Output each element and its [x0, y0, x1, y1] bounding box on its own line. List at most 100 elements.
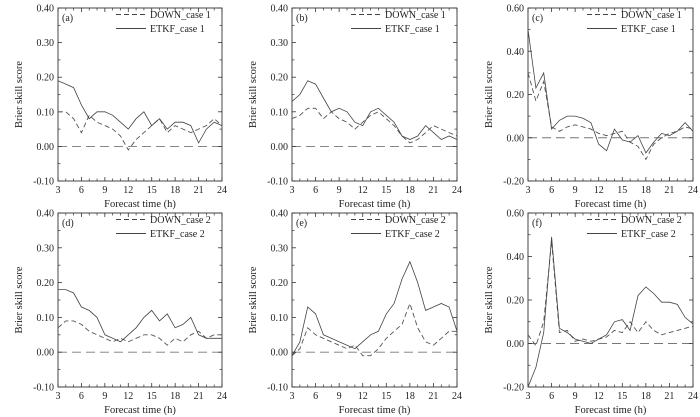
x-tick-label: 24 — [688, 391, 698, 402]
x-tick-label: 15 — [381, 391, 391, 402]
x-axis-label: Forecast time (h) — [575, 199, 647, 210]
y-tick-label: 0.40 — [271, 209, 289, 220]
y-tick-label: 0.40 — [271, 4, 289, 15]
y-tick-label: 0.20 — [507, 90, 525, 101]
panel-label: (b) — [296, 13, 308, 24]
series-line-2 — [527, 29, 694, 154]
x-tick-label: 3 — [290, 185, 295, 196]
x-tick-label: 12 — [594, 391, 604, 402]
x-axis-label: Forecast time (h) — [339, 199, 411, 210]
x-axis-label: Forecast time (h) — [104, 199, 176, 210]
y-tick-label: 0.00 — [507, 339, 525, 350]
x-axis-label: Forecast time (h) — [104, 405, 176, 416]
x-tick-label: 18 — [641, 185, 651, 196]
x-tick-label: 21 — [664, 185, 674, 196]
panel-2: -0.10 0.00 0.10 0.20 0.30 0.40 3 6 9 12 15 18 21 24 Fo… — [248, 4, 462, 211]
x-tick-label: 3 — [56, 185, 61, 196]
legend-label-2: ETKF_case 1 — [621, 24, 676, 35]
y-axis-label: Brier skill score — [14, 266, 25, 333]
y-tick-label: 0.10 — [37, 107, 55, 118]
x-tick-label: 6 — [79, 185, 84, 196]
x-tick-label: 18 — [405, 391, 415, 402]
y-tick-label: -0.10 — [33, 383, 54, 394]
x-tick-label: 6 — [549, 391, 554, 402]
y-tick-label: 0.00 — [37, 348, 55, 359]
y-tick-label: 0.20 — [271, 73, 289, 84]
x-tick-label: 12 — [594, 185, 604, 196]
y-tick-label: 0.20 — [37, 278, 55, 289]
y-tick-label: 0.30 — [271, 38, 289, 49]
y-tick-label: 0.10 — [271, 313, 289, 324]
panel-label: (f) — [532, 218, 542, 229]
legend-label-2: ETKF_case 2 — [621, 229, 676, 240]
y-tick-label: 0.40 — [507, 252, 525, 263]
x-tick-label: 12 — [123, 185, 133, 196]
y-tick-label: 0.60 — [507, 4, 525, 15]
y-tick-label: 0.30 — [37, 38, 55, 49]
legend-label-1: DOWN_case 1 — [150, 10, 211, 21]
x-tick-label: 24 — [217, 391, 227, 402]
y-axis-label: Brier skill score — [484, 266, 495, 333]
x-tick-label: 3 — [290, 391, 295, 402]
y-tick-label: -0.20 — [503, 383, 524, 394]
x-tick-label: 9 — [102, 391, 107, 402]
series-line-1 — [527, 241, 694, 347]
x-tick-label: 15 — [381, 185, 391, 196]
x-tick-label: 21 — [664, 391, 674, 402]
y-tick-label: 0.20 — [271, 278, 289, 289]
x-tick-label: 6 — [549, 185, 554, 196]
x-tick-label: 3 — [56, 391, 61, 402]
series-line-2 — [291, 80, 458, 140]
x-tick-label: 15 — [617, 185, 627, 196]
x-tick-label: 21 — [428, 391, 438, 402]
panel-label: (a) — [62, 13, 73, 24]
legend-label-2: ETKF_case 2 — [385, 229, 440, 240]
y-axis-label: Brier skill score — [248, 61, 259, 128]
x-tick-label: 21 — [428, 185, 438, 196]
x-tick-label: 18 — [405, 185, 415, 196]
x-tick-label: 12 — [358, 391, 368, 402]
y-tick-label: 0.10 — [37, 313, 55, 324]
y-tick-label: 0.30 — [37, 243, 55, 254]
x-tick-label: 9 — [337, 185, 342, 196]
y-tick-label: 0.40 — [507, 47, 525, 58]
x-tick-label: 9 — [573, 185, 578, 196]
x-tick-label: 12 — [123, 391, 133, 402]
x-tick-label: 6 — [313, 391, 318, 402]
y-tick-label: 0.00 — [271, 348, 289, 359]
x-tick-label: 3 — [526, 185, 531, 196]
panel-5: -0.10 0.00 0.10 0.20 0.30 0.40 3 6 9 12 15 18 21 24 Fo… — [248, 209, 462, 417]
y-tick-label: 0.40 — [37, 4, 55, 15]
x-axis-label: Forecast time (h) — [339, 405, 411, 416]
x-tick-label: 18 — [170, 185, 180, 196]
y-axis-label: Brier skill score — [14, 61, 25, 128]
panel-label: (d) — [62, 218, 74, 229]
x-tick-label: 24 — [452, 391, 462, 402]
x-tick-label: 9 — [337, 391, 342, 402]
x-tick-label: 15 — [147, 391, 157, 402]
y-tick-label: 0.00 — [37, 142, 55, 153]
legend-label-1: DOWN_case 2 — [621, 215, 682, 226]
series-line-1 — [527, 72, 694, 161]
y-tick-label: 0.30 — [271, 243, 289, 254]
x-tick-label: 18 — [170, 391, 180, 402]
legend-label-1: DOWN_case 1 — [385, 10, 446, 21]
x-tick-label: 18 — [641, 391, 651, 402]
x-tick-label: 9 — [102, 185, 107, 196]
series-line-2 — [291, 260, 458, 356]
x-tick-label: 6 — [79, 391, 84, 402]
x-tick-label: 9 — [573, 391, 578, 402]
panel-label: (e) — [296, 218, 307, 229]
panel-1: -0.10 0.00 0.10 0.20 0.30 0.40 3 6 9 12 15 18 21 24 Fo… — [14, 4, 227, 211]
x-tick-label: 3 — [526, 391, 531, 402]
series-line-2 — [527, 236, 694, 388]
y-tick-label: 0.00 — [271, 142, 289, 153]
legend-label-1: DOWN_case 2 — [150, 215, 211, 226]
series-line-2 — [57, 80, 223, 144]
y-tick-label: 0.60 — [507, 209, 525, 220]
x-tick-label: 21 — [194, 391, 204, 402]
y-tick-label: 0.20 — [507, 296, 525, 307]
y-tick-label: -0.10 — [267, 177, 288, 188]
y-tick-label: 0.00 — [507, 133, 525, 144]
